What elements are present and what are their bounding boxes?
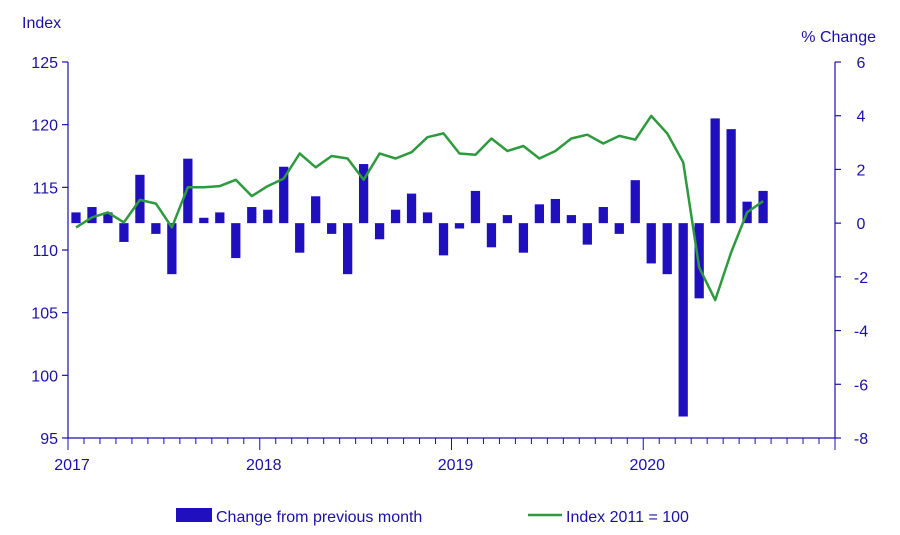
right-tick-label: 6 xyxy=(857,55,866,72)
bar-2017-10 xyxy=(215,212,225,224)
bar-2018-05 xyxy=(327,223,337,234)
bar-2019-05 xyxy=(518,223,529,253)
bar-2019-02 xyxy=(470,190,481,224)
right-tick-label: 0 xyxy=(857,216,866,233)
bar-2019-10 xyxy=(598,207,608,224)
left-tick-label: 120 xyxy=(31,118,58,135)
left-axis-ticks: 95 100 105 110 115 120 125 xyxy=(31,55,68,448)
bar-2018-10 xyxy=(406,193,417,224)
legend-label-line: Index 2011 = 100 xyxy=(566,509,689,526)
right-tick-label: 4 xyxy=(857,109,866,126)
bar-2017-01 xyxy=(71,212,81,224)
left-tick-label: 100 xyxy=(31,368,58,385)
left-tick-label: 125 xyxy=(31,55,58,72)
bar-2019-03 xyxy=(486,223,497,248)
bar-2017-12 xyxy=(247,207,257,224)
bar-2018-09 xyxy=(390,209,401,224)
legend: Change from previous month Index 2011 = … xyxy=(176,508,689,526)
bar-2019-06 xyxy=(534,204,545,224)
bar-2018-07 xyxy=(358,164,369,224)
left-tick-label: 115 xyxy=(32,180,58,197)
bar-2019-12 xyxy=(630,180,640,224)
bar-2019-01 xyxy=(454,223,465,229)
index-line xyxy=(75,114,764,302)
bar-2018-02 xyxy=(279,166,289,224)
bar-2020-08 xyxy=(758,190,768,224)
right-axis-ticks: -8 -6 -4 -2 0 2 4 6 xyxy=(835,55,868,448)
bar-2018-12 xyxy=(438,223,449,256)
bar-2020-01 xyxy=(646,223,656,264)
bar-2019-07 xyxy=(550,198,560,224)
bar-2020-03 xyxy=(678,223,688,417)
right-tick-label: 2 xyxy=(857,162,866,179)
bar-2018-04 xyxy=(311,196,321,224)
bar-2017-11 xyxy=(231,223,241,259)
bar-2019-08 xyxy=(566,215,576,224)
legend-swatch-bar xyxy=(176,508,212,522)
right-tick-label: -6 xyxy=(854,377,868,394)
legend-label-bar: Change from previous month xyxy=(216,509,422,526)
x-tick-label: 2017 xyxy=(54,457,90,474)
left-axis-title: Index xyxy=(22,15,61,32)
right-tick-label: -2 xyxy=(854,270,868,287)
bar-2019-09 xyxy=(582,223,592,245)
bar-2017-07 xyxy=(167,223,177,275)
left-tick-label: 105 xyxy=(31,306,58,323)
right-tick-label: -8 xyxy=(854,431,868,448)
bar-2017-09 xyxy=(199,217,209,224)
line-series xyxy=(75,114,764,302)
bar-2020-06 xyxy=(726,129,736,224)
bar-2020-02 xyxy=(662,223,672,275)
right-tick-label: -4 xyxy=(854,324,868,341)
bar-2018-08 xyxy=(374,223,385,240)
x-axis-ticks: 2017 2018 2019 2020 xyxy=(54,438,836,474)
bar-2017-02 xyxy=(87,207,97,224)
x-tick-label: 2018 xyxy=(246,457,282,474)
bar-2017-06 xyxy=(151,223,161,234)
left-tick-label: 95 xyxy=(40,431,58,448)
bar-2018-06 xyxy=(343,223,353,275)
x-tick-label: 2019 xyxy=(438,457,474,474)
bar-2019-04 xyxy=(502,215,513,224)
bar-2018-01 xyxy=(263,209,273,224)
bar-2019-11 xyxy=(614,223,624,234)
bar-series xyxy=(71,118,768,417)
x-tick-label: 2020 xyxy=(629,457,665,474)
bar-2017-04 xyxy=(119,223,129,242)
bar-2018-03 xyxy=(295,223,305,253)
right-axis-title: % Change xyxy=(801,29,876,46)
bar-2020-05 xyxy=(710,118,720,224)
bar-2018-11 xyxy=(422,212,433,224)
bar-2017-03 xyxy=(103,212,113,224)
bar-2017-08 xyxy=(183,158,193,224)
left-tick-label: 110 xyxy=(32,243,58,260)
